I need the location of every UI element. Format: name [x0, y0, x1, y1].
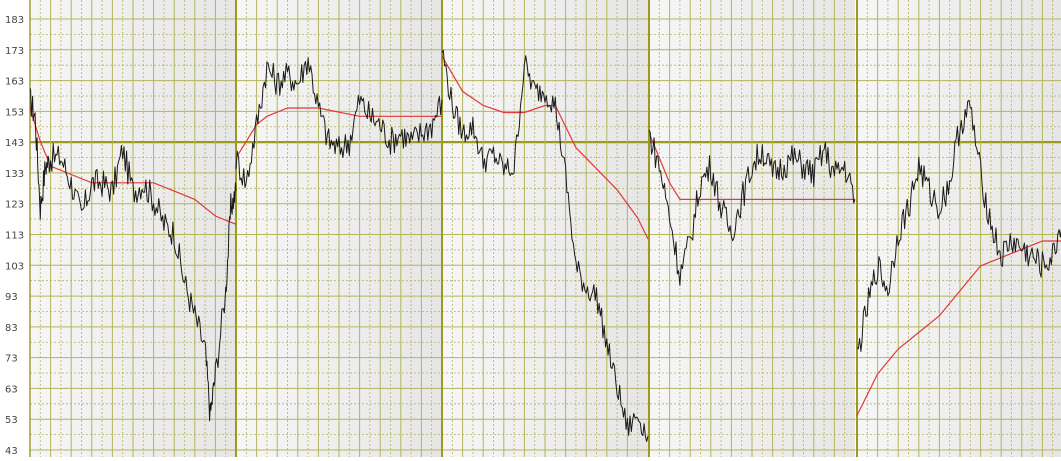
price-line [29, 88, 237, 422]
price-line [235, 57, 443, 189]
average-line [648, 132, 855, 200]
price-line [441, 49, 649, 442]
y-axis-tick-labels: 183 173 163 153 143 133 123 113 103 93 83 73 63 53 43 [5, 15, 24, 457]
y-tick-label: 53 [5, 415, 18, 426]
y-tick-label: 113 [5, 231, 24, 242]
y-tick-label: 163 [5, 77, 24, 88]
price-line [648, 129, 856, 286]
y-tick-label: 63 [5, 384, 18, 395]
y-tick-label: 83 [5, 323, 18, 334]
price-line [856, 99, 1061, 352]
chart-series [29, 49, 1061, 442]
average-line [856, 240, 1061, 416]
y-tick-label: 73 [5, 354, 18, 365]
y-tick-label: 93 [5, 292, 18, 303]
y-tick-label: 153 [5, 107, 24, 118]
y-tick-label: 143 [5, 138, 24, 149]
average-line [235, 107, 442, 159]
y-tick-label: 103 [5, 261, 24, 272]
y-tick-label: 133 [5, 169, 24, 180]
y-tick-label: 123 [5, 200, 24, 211]
y-tick-label: 183 [5, 15, 24, 26]
chart-grid [29, 0, 1061, 457]
panel-background [857, 0, 1061, 457]
y-tick-label: 43 [5, 446, 18, 457]
y-tick-label: 173 [5, 46, 24, 57]
